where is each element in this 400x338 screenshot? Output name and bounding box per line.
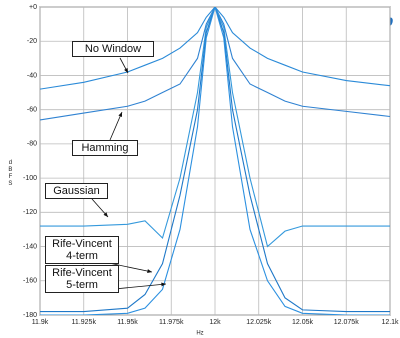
y-tick-label: -160 <box>23 278 37 285</box>
y-tick-label: +0 <box>29 4 37 11</box>
arrow-head <box>118 112 122 117</box>
series-line <box>40 7 390 313</box>
series-line <box>40 7 390 315</box>
series-line <box>40 7 390 90</box>
x-tick-label: 11.925k <box>72 319 97 326</box>
x-tick-label: 12.1k <box>381 319 399 326</box>
series-line <box>40 7 390 121</box>
series-callout: Hamming <box>72 140 138 156</box>
x-tick-label: 11.95k <box>117 319 138 326</box>
series-callout: No Window <box>72 41 154 57</box>
y-tick-label: -100 <box>23 175 37 182</box>
x-tick-label: 12k <box>209 319 221 326</box>
series-line <box>40 7 390 248</box>
y-tick-label: -120 <box>23 209 37 216</box>
series-callout: Rife-Vincent 4-term <box>45 236 119 264</box>
y-axis-label: dBFS <box>7 160 13 188</box>
series-callout: Rife-Vincent 5-term <box>45 265 119 293</box>
y-tick-label: -80 <box>27 141 37 148</box>
x-tick-label: 12.025k <box>246 319 271 326</box>
y-tick-label: -20 <box>27 38 37 45</box>
arrow-head <box>124 68 128 73</box>
x-tick-label: 11.975k <box>159 319 184 326</box>
arrow-head <box>161 282 166 287</box>
x-axis-label: Hz <box>196 331 203 337</box>
x-tick-label: 11.9k <box>32 319 49 326</box>
arrow-head <box>147 269 152 273</box>
y-tick-label: -140 <box>23 243 37 250</box>
arrow-head <box>103 212 108 217</box>
plot-lines <box>40 7 390 315</box>
y-tick-label: -40 <box>27 72 37 79</box>
y-tick-label: -180 <box>23 312 37 319</box>
x-tick-label: 12.075k <box>334 319 359 326</box>
series-callout: Gaussian <box>45 183 108 199</box>
x-tick-label: 12.05k <box>292 319 314 326</box>
callout-arrow <box>109 111 123 141</box>
y-tick-label: -60 <box>27 107 37 114</box>
